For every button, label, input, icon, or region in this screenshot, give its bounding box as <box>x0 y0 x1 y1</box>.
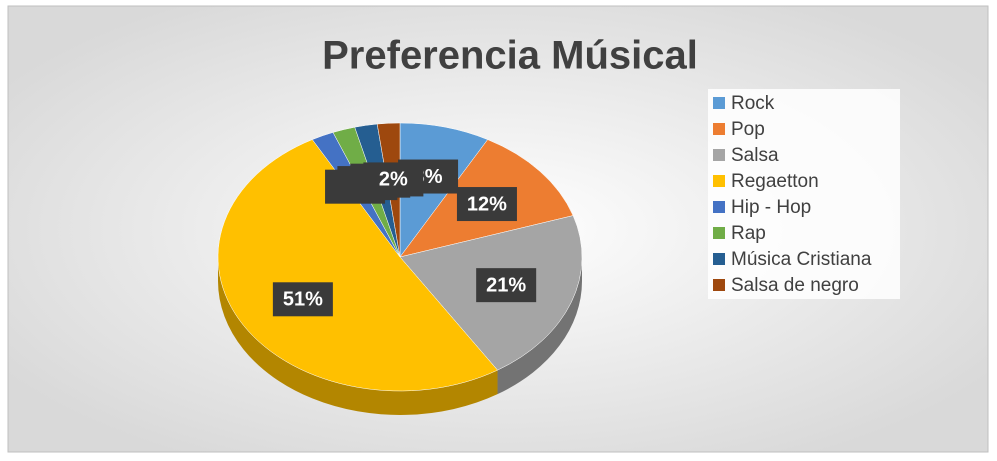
data-label-box <box>272 282 333 317</box>
legend-label: Pop <box>731 119 765 140</box>
legend-label: Salsa de negro <box>731 275 859 296</box>
slice <box>217 139 498 392</box>
legend-swatch <box>713 201 725 213</box>
legend-swatch <box>713 149 725 161</box>
data-label-box <box>456 187 517 222</box>
legend-swatch <box>713 175 725 187</box>
data-label-box <box>476 268 537 303</box>
legend-label: Rap <box>731 223 766 244</box>
slice-side <box>218 257 498 415</box>
data-label: 12% <box>467 193 507 215</box>
legend-label: Salsa <box>731 145 779 166</box>
slice-side <box>497 257 582 395</box>
data-label: 2% <box>379 169 408 191</box>
legend-box <box>708 89 900 299</box>
legend-swatch <box>713 279 725 291</box>
chart-title: Preferencia Músical <box>322 34 698 78</box>
legend-swatch <box>713 227 725 239</box>
data-label-box <box>363 162 424 197</box>
legend-label: Hip - Hop <box>731 197 811 218</box>
data-label: 51% <box>283 289 323 311</box>
legend-swatch <box>713 253 725 265</box>
legend-label: Música Cristiana <box>731 249 872 270</box>
data-label: 21% <box>486 274 526 296</box>
legend-swatch <box>713 97 725 109</box>
legend-swatch <box>713 123 725 135</box>
legend-label: Regaetton <box>731 171 819 192</box>
legend-label: Rock <box>731 93 775 114</box>
